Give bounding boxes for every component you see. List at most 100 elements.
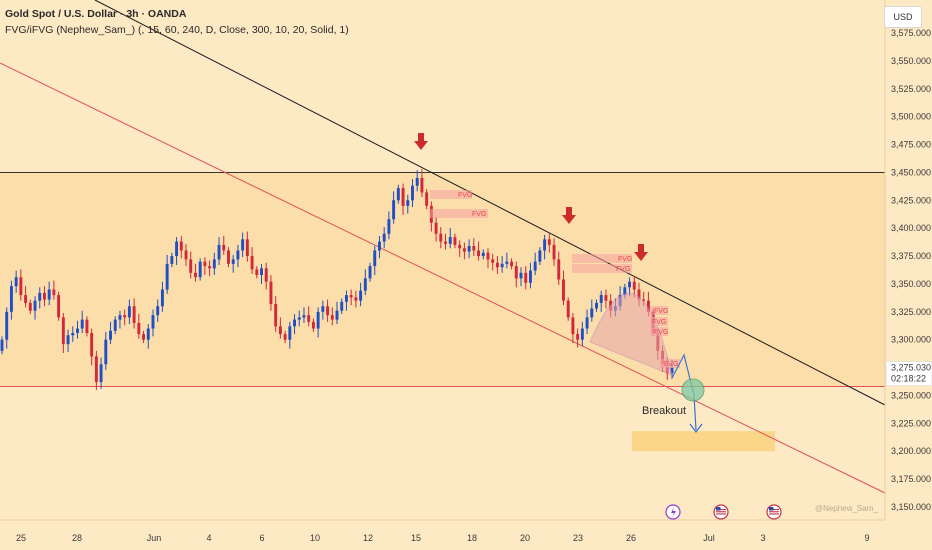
currency-button[interactable]: USD xyxy=(884,6,922,28)
candle xyxy=(250,247,254,274)
y-tick-label: 3,525.000 xyxy=(891,84,931,94)
candle-body xyxy=(571,317,575,335)
price-box xyxy=(885,361,932,386)
candle xyxy=(524,266,528,290)
candle xyxy=(151,309,155,337)
candle xyxy=(349,289,353,306)
x-tick-label: 25 xyxy=(16,533,26,543)
candle xyxy=(14,270,18,293)
candle-body xyxy=(260,268,263,276)
candle-body xyxy=(670,367,674,374)
chart-header: Gold Spot / U.S. Dollar · 3h · OANDA FVG… xyxy=(5,6,349,38)
candle-body xyxy=(85,319,89,334)
candle xyxy=(599,290,603,312)
y-tick-label: 3,550.000 xyxy=(891,56,931,66)
x-tick-label: 20 xyxy=(520,533,530,543)
candle xyxy=(387,211,391,240)
candle xyxy=(160,281,164,312)
candle-body xyxy=(278,326,282,335)
candle xyxy=(245,231,249,262)
candle xyxy=(85,316,89,337)
candle-body xyxy=(330,315,334,320)
candle-body xyxy=(137,322,141,335)
candle xyxy=(514,261,518,288)
candle xyxy=(179,235,183,259)
candle xyxy=(472,238,476,257)
candle-body xyxy=(486,252,490,260)
candle-body xyxy=(151,315,155,329)
candle xyxy=(227,247,230,268)
candle-body xyxy=(66,335,70,345)
candle-body xyxy=(231,259,235,264)
candle xyxy=(335,301,339,325)
x-tick-label: 15 xyxy=(411,533,421,543)
candle-body xyxy=(543,239,547,251)
candle-body xyxy=(293,319,296,327)
lower-channel-line xyxy=(0,62,886,494)
candle-body xyxy=(33,300,37,311)
candle xyxy=(170,252,174,268)
candle xyxy=(311,318,315,332)
candle-body xyxy=(425,192,429,206)
candle-body xyxy=(637,289,641,300)
candle xyxy=(326,299,330,322)
candle xyxy=(142,330,146,344)
candle-body xyxy=(434,222,438,234)
candle-body xyxy=(90,333,94,357)
candle-body xyxy=(47,289,51,300)
candle xyxy=(274,296,278,332)
candle-body xyxy=(453,237,457,245)
fvg-zone xyxy=(430,190,472,199)
candle xyxy=(9,280,13,320)
candle xyxy=(307,306,311,327)
candle-body xyxy=(160,289,164,307)
fvg-label: FVG xyxy=(618,256,632,263)
us-flag-stripe xyxy=(769,513,779,515)
candle xyxy=(293,314,296,335)
candle xyxy=(57,291,61,321)
candle xyxy=(184,243,188,267)
fvg-label: FVG xyxy=(654,329,668,336)
fvg-label: FVG xyxy=(616,266,630,273)
zones-layer xyxy=(0,172,885,452)
y-tick-label: 3,450.000 xyxy=(891,167,931,177)
x-tick-label: Jul xyxy=(703,533,715,543)
candle xyxy=(208,260,212,277)
candle-body xyxy=(326,306,330,316)
candle-body xyxy=(123,315,127,318)
candle xyxy=(425,189,429,210)
candle xyxy=(519,267,523,287)
candle-body xyxy=(241,239,245,251)
candle-body xyxy=(500,263,504,268)
candle xyxy=(99,357,103,389)
watermark: @Nephew_Sam_ xyxy=(815,504,878,513)
candle-body xyxy=(378,241,381,251)
us-flag-stripe xyxy=(716,511,726,513)
candle xyxy=(165,254,169,294)
candle-body xyxy=(19,277,23,296)
candle xyxy=(382,227,386,249)
candle-body xyxy=(411,185,414,201)
candle xyxy=(90,328,94,366)
candle-body xyxy=(477,250,481,257)
candle-body xyxy=(359,290,363,301)
candle-body xyxy=(208,266,212,269)
candle-body xyxy=(585,317,589,329)
candle xyxy=(61,312,65,354)
candle-body xyxy=(382,233,386,242)
candle xyxy=(378,235,381,259)
candle xyxy=(269,275,273,311)
candle-body xyxy=(344,295,348,302)
us-flag-stripe xyxy=(769,511,779,513)
candle xyxy=(175,237,179,265)
fvg-zone xyxy=(572,254,632,263)
candle-body xyxy=(170,256,174,264)
candle xyxy=(278,317,282,339)
candle xyxy=(585,309,589,335)
candle xyxy=(132,298,136,329)
fvg-zone xyxy=(650,306,668,315)
x-tick-label: 26 xyxy=(626,533,636,543)
candle-body xyxy=(255,269,259,276)
y-tick-label: 3,150.000 xyxy=(891,502,931,512)
